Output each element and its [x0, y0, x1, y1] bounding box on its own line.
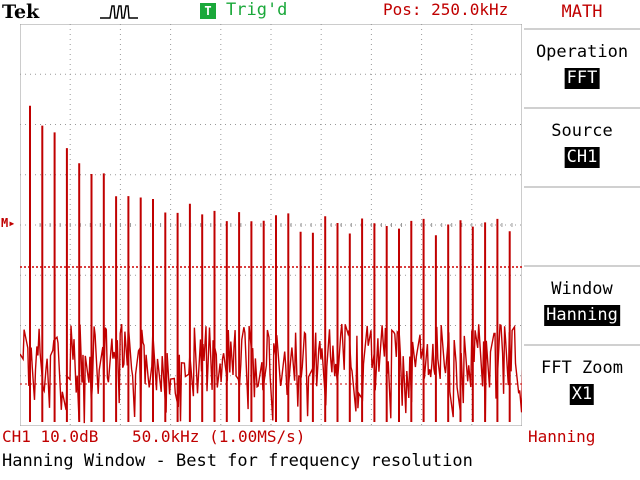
brand-logo: Tek	[2, 1, 40, 23]
channel-status-bar: CH1 10.0dB 50.0kHz (1.00MS/s) Hanning	[0, 427, 640, 447]
menu-window-label: Window	[551, 279, 613, 299]
menu-fft-zoom-label: FFT Zoom	[541, 358, 623, 378]
top-status-bar: Tek T Trig'd Pos: 250.0kHz	[0, 0, 524, 24]
menu-source-value: CH1	[564, 147, 600, 168]
horizontal-position: Pos: 250.0kHz	[383, 0, 509, 19]
trigger-badge: T	[200, 3, 216, 19]
trigger-status: Trig'd	[226, 0, 288, 20]
window-indicator: Hanning	[528, 427, 596, 446]
channel-scale: CH1 10.0dB	[2, 427, 99, 446]
menu-operation-button[interactable]: Operation FFT	[524, 28, 640, 104]
menu-fft-zoom-value: X1	[569, 384, 595, 405]
math-reference-marker: M▸	[1, 216, 16, 230]
noise-floor-trace	[20, 323, 522, 424]
pulse-acquire-icon	[100, 5, 138, 19]
menu-window-button[interactable]: Window Hanning	[524, 265, 640, 341]
menu-source-label: Source	[551, 121, 613, 141]
menu-window-value: Hanning	[544, 305, 620, 326]
menu-operation-label: Operation	[535, 42, 629, 62]
frequency-span: 50.0kHz (1.00MS/s)	[132, 427, 306, 446]
math-menu: MATH Operation FFT Source CH1 Window Han…	[524, 0, 640, 480]
help-message: Hanning Window - Best for frequency reso…	[2, 451, 473, 471]
menu-empty-button[interactable]	[524, 186, 640, 262]
fft-display	[20, 24, 522, 426]
fft-trace	[20, 105, 522, 424]
menu-source-button[interactable]: Source CH1	[524, 107, 640, 183]
menu-fft-zoom-button[interactable]: FFT Zoom X1	[524, 344, 640, 420]
menu-title: MATH	[561, 2, 603, 22]
menu-operation-value: FFT	[564, 68, 600, 89]
